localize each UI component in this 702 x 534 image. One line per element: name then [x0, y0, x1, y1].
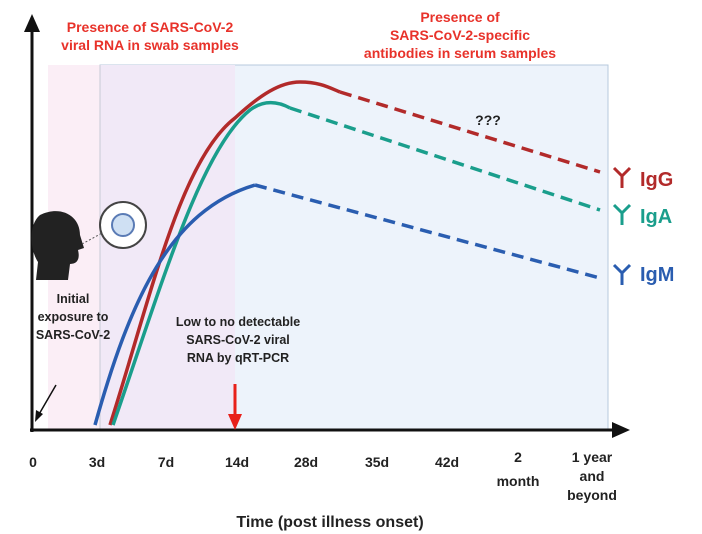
igm-curve: [93, 183, 256, 426]
virus-icon: [111, 213, 135, 237]
x-tick-label: 7d: [158, 454, 174, 470]
exposure-label: SARS-CoV-2: [36, 328, 110, 342]
antibody-label: Presence of: [420, 9, 500, 25]
x-tick-label: 3d: [89, 454, 105, 470]
x-arrow: [612, 422, 630, 438]
antibody-name: IgM: [640, 264, 674, 286]
antibody-name: IgA: [640, 206, 672, 228]
y-arrow: [24, 14, 40, 32]
iga-curve: [111, 100, 291, 426]
unknown-label: ???: [475, 112, 501, 128]
iga-icon: [612, 203, 632, 225]
x-tick-label: 1 year: [572, 449, 613, 465]
exposure-label: exposure to: [38, 310, 109, 324]
rna-label: Presence of SARS-CoV-2: [67, 19, 234, 35]
pcr-label: SARS-CoV-2 viral: [186, 333, 290, 347]
head-icon: [31, 211, 84, 280]
x-tick-label: 35d: [365, 454, 389, 470]
pcr-arrowhead: [228, 414, 242, 430]
pointer: [81, 231, 105, 245]
x-tick-label: 0: [29, 454, 37, 470]
exposure-arrowhead: [35, 410, 43, 422]
x-tick-label: 28d: [294, 454, 318, 470]
x-tick-label: 42d: [435, 454, 459, 470]
rna-label: viral RNA in swab samples: [61, 37, 239, 53]
iga-dashed: [289, 106, 601, 212]
igg-dashed: [339, 90, 601, 174]
antibody-name: IgG: [640, 169, 673, 191]
igm-icon: [612, 263, 632, 285]
exposure-label: Initial: [57, 292, 90, 306]
antibody-label: antibodies in serum samples: [364, 45, 556, 61]
exposure-arrow: [37, 384, 57, 417]
antibody-label: SARS-CoV-2-specific: [390, 27, 530, 43]
igg-curve: [108, 80, 341, 426]
igg-icon: [612, 166, 632, 188]
pcr-label: Low to no detectable: [176, 315, 300, 329]
x-tick-label: month: [497, 473, 540, 489]
x-axis-title: Time (post illness onset): [236, 514, 423, 531]
x-tick-label: 2: [514, 449, 522, 465]
x-tick-label: 14d: [225, 454, 249, 470]
x-tick-label: and: [580, 468, 605, 484]
igm-dashed: [254, 183, 601, 280]
x-tick-label: beyond: [567, 487, 617, 503]
pcr-label: RNA by qRT-PCR: [187, 351, 289, 365]
